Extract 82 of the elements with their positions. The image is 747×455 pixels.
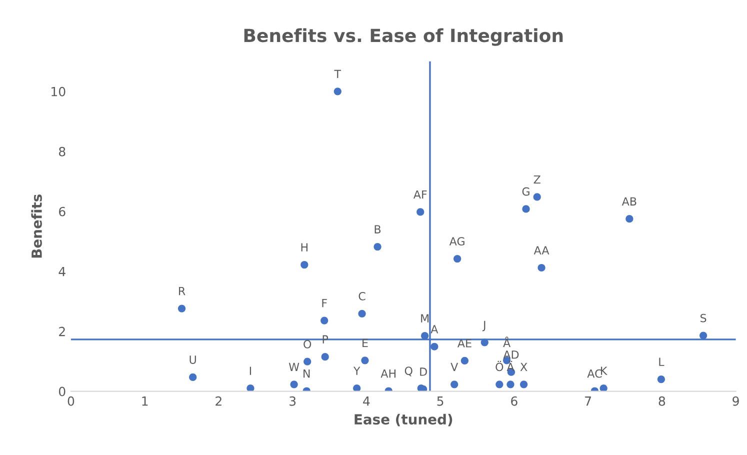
point: [450, 380, 458, 388]
x-tick-label: 5: [437, 396, 444, 406]
point: [421, 332, 429, 340]
y-tick-label: 2: [59, 326, 65, 336]
x-axis-title: Ease (tuned): [354, 414, 452, 426]
y-tick-label: 8: [59, 146, 66, 156]
data-label: Ö: [496, 360, 504, 372]
point: [417, 384, 425, 392]
point: [626, 215, 634, 223]
point: [496, 380, 504, 388]
point: [304, 358, 312, 366]
data-label: Q: [404, 366, 412, 376]
x-tick-label: 4: [363, 396, 370, 406]
data-label: J: [482, 320, 486, 332]
data-label: AF: [413, 190, 427, 199]
data-label: AB: [622, 197, 636, 206]
point: [506, 380, 514, 388]
point: [374, 242, 382, 251]
data-label: AH: [380, 369, 396, 378]
point: [538, 264, 546, 272]
point: [358, 310, 366, 318]
point: [454, 254, 462, 263]
data-label: AE: [457, 339, 472, 348]
data-label: X: [520, 362, 528, 371]
point: [520, 380, 528, 388]
data-label: W: [288, 362, 300, 371]
point: [699, 332, 708, 340]
x-tick-label: 8: [658, 396, 666, 406]
point: [657, 376, 665, 384]
point: [334, 88, 342, 96]
data-label: T: [334, 70, 342, 78]
data-label: C: [358, 292, 366, 300]
point: [353, 384, 361, 392]
x-tick-label: 3: [290, 396, 296, 406]
data-label: B: [374, 225, 381, 234]
point: [416, 208, 424, 216]
point: [189, 373, 197, 382]
point: [290, 380, 298, 388]
data-label: Z: [534, 175, 540, 184]
data-label: E: [362, 338, 368, 347]
point: [430, 342, 438, 350]
x-tick-label: 9: [732, 396, 739, 406]
x-tick-label: 0: [68, 396, 74, 406]
data-label: AC: [587, 369, 602, 378]
y-tick-label: 4: [58, 266, 66, 276]
data-label: AG: [449, 237, 464, 246]
data-label: G: [522, 187, 530, 196]
data-label: Y: [353, 366, 360, 375]
point: [600, 384, 608, 392]
data-label: N: [304, 369, 310, 378]
data-label: U: [190, 356, 196, 364]
data-label: I: [250, 366, 252, 375]
data-label: K: [601, 366, 608, 375]
y-tick-label: 10: [52, 86, 66, 96]
point: [460, 356, 468, 365]
y-tick-label: 0: [58, 386, 66, 396]
point: [178, 304, 186, 312]
chart-title: Benefits vs. Ease of Integration: [244, 28, 563, 46]
y-axis-title: Benefits: [31, 194, 42, 258]
x-tick-label: 2: [216, 396, 222, 406]
x-tick-label: 7: [585, 396, 591, 406]
data-label: AA: [534, 246, 550, 254]
point: [300, 260, 308, 269]
point: [321, 353, 329, 361]
data-label: F: [322, 299, 327, 308]
y-tick-label: 6: [59, 206, 66, 216]
point: [246, 384, 254, 392]
data-label: R: [179, 287, 186, 296]
x-tick-label: 6: [511, 396, 518, 406]
data-label: H: [301, 243, 308, 252]
data-label: D: [420, 368, 427, 376]
point: [533, 193, 541, 201]
data-label: L: [659, 358, 664, 366]
data-label: V: [450, 362, 458, 371]
data-label: M: [421, 314, 429, 322]
x-tick-label: 1: [142, 396, 148, 406]
point: [522, 205, 530, 213]
data-label: O: [304, 340, 312, 348]
data-label: S: [700, 314, 706, 322]
point: [320, 316, 328, 324]
data-label: AD: [503, 350, 519, 359]
point: [361, 356, 369, 364]
